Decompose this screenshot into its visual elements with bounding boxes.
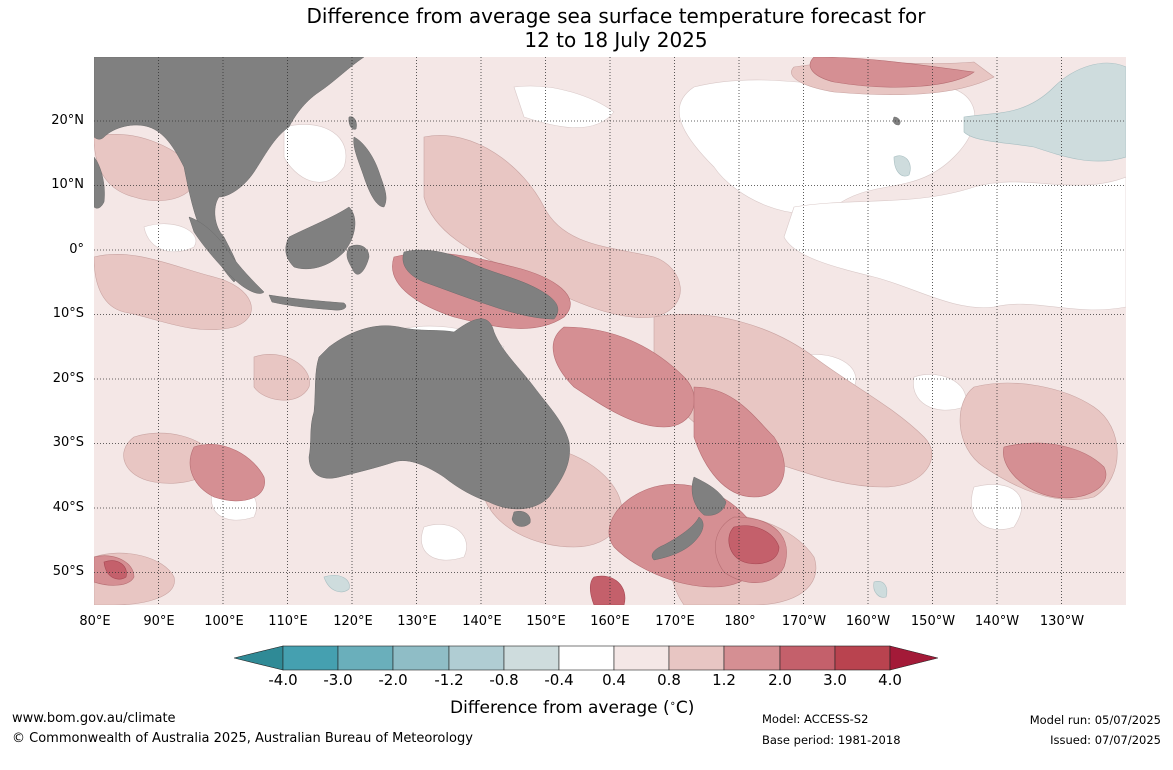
lon-label-150e: 150°E	[526, 614, 566, 629]
title-line-2: 12 to 18 July 2025	[524, 28, 708, 52]
colorbar-swatch	[448, 645, 505, 671]
graticule	[94, 57, 1126, 605]
title-line-1: Difference from average sea surface temp…	[306, 4, 926, 28]
land-masses	[94, 57, 901, 561]
colorbar-tick-label: 3.0	[823, 671, 847, 689]
issued-date: Issued: 07/07/2025	[1050, 733, 1161, 747]
lat-label-20s: 20°S	[52, 371, 84, 386]
colorbar-swatch	[668, 645, 725, 671]
colorbar-tick-label: -0.8	[489, 671, 519, 689]
java-island	[268, 294, 347, 311]
colorbar-swatch	[392, 645, 450, 671]
lon-label-130w: 130°W	[1039, 614, 1085, 629]
lon-label-80e: 80°E	[79, 614, 111, 629]
lat-label-10n: 10°N	[51, 177, 84, 192]
lat-label-30s: 30°S	[52, 435, 84, 450]
taiwan-island	[348, 116, 357, 130]
lon-label-160w: 160°W	[845, 614, 891, 629]
colorbar-tick-label: -3.0	[323, 671, 353, 689]
hawaii-island	[892, 116, 901, 126]
model-run-date: Model run: 05/07/2025	[1029, 713, 1161, 727]
colorbar-swatch	[558, 645, 615, 671]
lon-label-90e: 90°E	[143, 614, 175, 629]
sulawesi-island	[346, 244, 370, 275]
lat-label-50s: 50°S	[52, 564, 84, 579]
lon-label-110e: 110°E	[268, 614, 308, 629]
lon-label-180: 180°	[724, 614, 756, 629]
lon-label-130e: 130°E	[397, 614, 437, 629]
lon-label-140w: 140°W	[974, 614, 1020, 629]
lon-label-170w: 170°W	[781, 614, 827, 629]
anomaly-strong-positive	[103, 525, 780, 605]
colorbar-tick-label: 0.8	[657, 671, 681, 689]
sst-anomaly-map	[94, 57, 1126, 605]
lon-label-120e: 120°E	[333, 614, 373, 629]
model-name: Model: ACCESS-S2	[762, 712, 869, 726]
lat-label-20n: 20°N	[51, 113, 84, 128]
new-guinea-island	[402, 249, 559, 320]
colorbar-tick-label: -1.2	[434, 671, 464, 689]
colorbar-tick-label: -4.0	[268, 671, 298, 689]
colorbar-title: Difference from average (∘C)	[450, 698, 695, 718]
copyright-text: © Commonwealth of Australia 2025, Austra…	[12, 731, 473, 746]
base-period: Base period: 1981-2018	[762, 733, 901, 747]
lat-label-10s: 10°S	[52, 306, 84, 321]
new-zealand-north-island	[691, 476, 727, 516]
lon-label-160e: 160°E	[590, 614, 630, 629]
colorbar-tick-label: -0.4	[544, 671, 574, 689]
colorbar-tick-label: 1.2	[712, 671, 736, 689]
colorbar-swatch	[337, 645, 394, 671]
new-zealand-south-island	[651, 516, 704, 561]
borneo-island	[285, 206, 356, 270]
colorbar-low-extension	[234, 645, 284, 671]
map-title: Difference from average sea surface temp…	[0, 4, 1173, 52]
colorbar-title-unit: C)	[675, 698, 695, 718]
colorbar-tick-label: 4.0	[878, 671, 902, 689]
colorbar-high-extension	[889, 645, 938, 671]
australia-landmass	[308, 318, 570, 510]
colorbar-title-text: Difference from average (	[450, 698, 670, 718]
lon-label-100e: 100°E	[204, 614, 244, 629]
bom-url-link[interactable]: www.bom.gov.au/climate	[12, 711, 176, 726]
lat-label-0: 0°	[69, 242, 84, 257]
lat-label-40s: 40°S	[52, 500, 84, 515]
colorbar-swatch	[503, 645, 560, 671]
colorbar-swatch	[834, 645, 891, 671]
colorbar	[234, 645, 938, 671]
india-tip-landmass	[94, 156, 105, 209]
colorbar-tick-label: 2.0	[768, 671, 792, 689]
colorbar-tick-label: 0.4	[602, 671, 626, 689]
lon-label-170e: 170°E	[655, 614, 695, 629]
philippines-islands	[353, 136, 387, 208]
colorbar-tick-label: -2.0	[378, 671, 408, 689]
colorbar-swatch	[723, 645, 781, 671]
lon-label-150w: 150°W	[910, 614, 956, 629]
lon-label-140e: 140°E	[462, 614, 502, 629]
tasmania-island	[511, 511, 531, 527]
sumatra-island	[188, 216, 265, 294]
colorbar-swatch	[282, 645, 339, 671]
colorbar-swatch	[779, 645, 836, 671]
colorbar-swatch	[613, 645, 670, 671]
